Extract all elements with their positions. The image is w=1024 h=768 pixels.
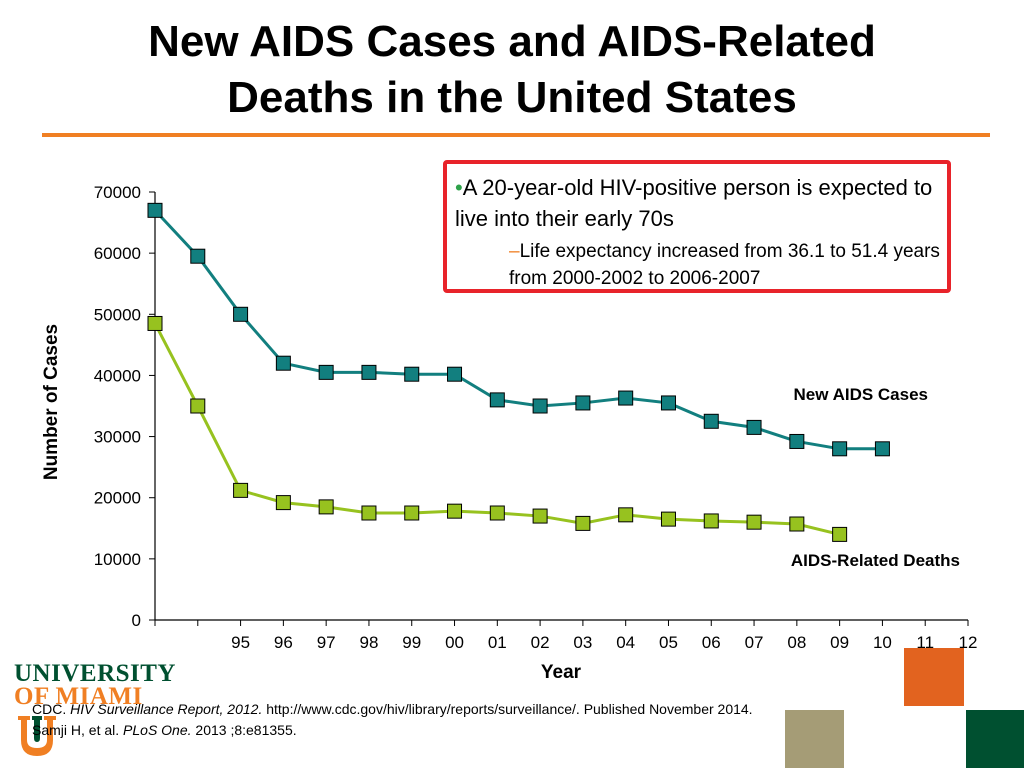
x-tick-label: 98 [359, 633, 378, 652]
x-tick-label: 06 [702, 633, 721, 652]
data-point [190, 248, 206, 264]
slide-title: New AIDS Cases and AIDS-Related Deaths i… [0, 14, 1024, 126]
y-tick-label: 30000 [94, 428, 141, 447]
citation: CDC. HIV Surveillance Report, 2012. http… [32, 699, 753, 741]
data-point [703, 513, 719, 529]
x-tick-label: 12 [959, 633, 978, 652]
data-point [275, 355, 291, 371]
data-point [361, 505, 377, 521]
data-point [489, 392, 505, 408]
callout-bullet: •A 20-year-old HIV-positive person is ex… [455, 172, 947, 234]
dash-mark: – [509, 241, 520, 262]
data-point [746, 419, 762, 435]
data-point [660, 395, 676, 411]
data-point [275, 495, 291, 511]
citation-2-prefix: Samji H, et al. [32, 722, 124, 738]
x-tick-label: 07 [745, 633, 764, 652]
x-tick-label: 96 [274, 633, 293, 652]
data-point [618, 507, 634, 523]
tile-khaki [785, 710, 844, 768]
series-line-2 [153, 322, 840, 536]
data-point [404, 366, 420, 382]
data-point [447, 503, 463, 519]
citation-line-1: CDC. HIV Surveillance Report, 2012. http… [32, 699, 753, 720]
university-logo: UNIVERSITY OF MIAMI [14, 660, 176, 710]
data-point [746, 514, 762, 530]
y-tick-label: 60000 [94, 244, 141, 263]
logo-line-2: OF MIAMI [14, 683, 143, 710]
data-point [147, 202, 163, 218]
citation-2-rest: 2013 ;8:e81355. [191, 722, 297, 738]
x-tick-label: 09 [830, 633, 849, 652]
data-point [532, 508, 548, 524]
title-line-2: Deaths in the United States [227, 73, 797, 122]
data-point [832, 441, 848, 457]
data-point [618, 390, 634, 406]
x-tick-label: 03 [573, 633, 592, 652]
x-tick-label: 00 [445, 633, 464, 652]
x-tick-label: 99 [402, 633, 421, 652]
x-tick-label: 04 [616, 633, 635, 652]
x-tick-label: 01 [488, 633, 507, 652]
data-point [447, 366, 463, 382]
x-tick-label: 95 [231, 633, 250, 652]
data-point [660, 511, 676, 527]
data-point [361, 364, 377, 380]
data-point [233, 482, 249, 498]
y-tick-label: 0 [132, 611, 141, 630]
data-point [789, 516, 805, 532]
data-point [489, 505, 505, 521]
x-tick-label: 97 [317, 633, 336, 652]
data-point [147, 315, 163, 331]
data-point [575, 395, 591, 411]
data-point [318, 364, 334, 380]
x-axis-title: Year [541, 662, 582, 683]
data-point [703, 413, 719, 429]
callout-box: •A 20-year-old HIV-positive person is ex… [443, 160, 951, 293]
y-axis-title: Number of Cases [41, 324, 62, 480]
callout-subbullet-text: Life expectancy increased from 36.1 to 5… [509, 241, 940, 289]
data-point [318, 499, 334, 515]
series-label-2: AIDS-Related Deaths [791, 551, 960, 570]
callout-bullet-text: A 20-year-old HIV-positive person is exp… [455, 175, 933, 231]
y-tick-label: 20000 [94, 489, 141, 508]
x-tick-label: 02 [531, 633, 550, 652]
data-point [190, 398, 206, 414]
series-line-1 [153, 209, 883, 451]
x-tick-label: 11 [916, 633, 934, 652]
data-point [532, 398, 548, 414]
y-tick-label: 40000 [94, 366, 141, 385]
y-tick-label: 50000 [94, 305, 141, 324]
data-point [832, 526, 848, 542]
data-point [874, 441, 890, 457]
citation-1-rest: http://www.cdc.gov/hiv/library/reports/s… [262, 701, 753, 717]
bullet-mark: • [455, 175, 463, 200]
citation-1-prefix: CDC. [32, 701, 71, 717]
y-tick-label: 70000 [94, 183, 141, 202]
data-point [404, 505, 420, 521]
data-point [789, 433, 805, 449]
x-tick-label: 08 [787, 633, 806, 652]
title-divider [42, 133, 990, 137]
data-point [233, 306, 249, 322]
title-line-1: New AIDS Cases and AIDS-Related [148, 17, 876, 66]
tile-green [966, 710, 1024, 768]
citation-1-journal: HIV Surveillance Report, 2012. [70, 701, 263, 717]
citation-line-2: Samji H, et al. PLoS One. 2013 ;8:e81355… [32, 720, 753, 741]
u-logo-icon [18, 716, 56, 756]
x-tick-label: 05 [659, 633, 678, 652]
logo-line-1: UNIVERSITY [14, 660, 176, 687]
citation-2-journal: PLoS One. [123, 722, 192, 738]
callout-subbullet: –Life expectancy increased from 36.1 to … [509, 238, 947, 292]
x-tick-label: 10 [873, 633, 892, 652]
y-tick-label: 10000 [94, 550, 141, 569]
series-label-1: New AIDS Cases [794, 385, 928, 404]
data-point [575, 515, 591, 531]
tile-orange [904, 648, 964, 706]
